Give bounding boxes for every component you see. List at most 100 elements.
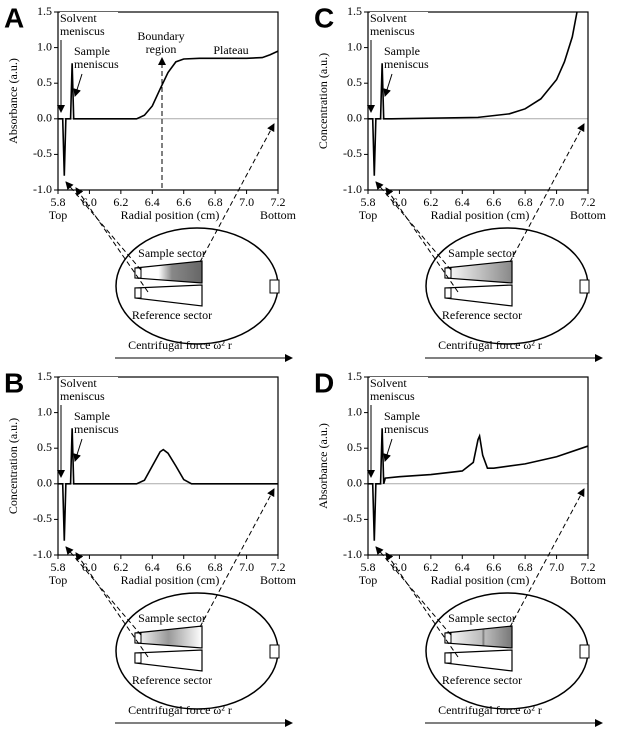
arrow	[75, 187, 149, 293]
reference-sector-label: Reference sector	[132, 673, 212, 687]
x-tick-label: 6.8	[518, 560, 533, 574]
x-tick-label: 6.8	[208, 560, 223, 574]
panel-label: B	[4, 367, 24, 398]
x-tick-label: 6.2	[423, 195, 438, 209]
arrow	[375, 181, 452, 271]
y-tick-label: -0.5	[33, 146, 52, 160]
x-tick-label: 6.6	[176, 560, 191, 574]
y-tick-label: 1.0	[37, 39, 52, 53]
y-axis-label: Concentration (a.u.)	[6, 418, 20, 514]
x-end-label: Bottom	[570, 208, 607, 222]
x-tick-label: 6.8	[208, 195, 223, 209]
arrow	[65, 181, 142, 271]
data-line	[58, 50, 279, 176]
x-end-label: Bottom	[260, 573, 297, 587]
y-tick-label: 0.0	[347, 476, 362, 490]
arrow	[65, 546, 142, 636]
annotation: Sample meniscus	[384, 410, 442, 436]
y-tick-label: 1.0	[347, 39, 362, 53]
annotation: Solvent meniscus	[370, 12, 428, 38]
annotation: Plateau	[206, 44, 256, 57]
x-tick-label: 6.4	[455, 560, 470, 574]
y-tick-label: -0.5	[33, 511, 52, 525]
chart: -1.0 -0.5 0.0 0.5 1.0 1.5 5.8 6.0 6.2 6.4 6.6 6.8 7.…	[314, 2, 607, 362]
arrow	[383, 438, 393, 462]
arrow	[199, 123, 275, 263]
reference-meniscus-box	[134, 652, 142, 664]
arrow	[199, 488, 275, 628]
x-tick-label: 7.2	[271, 560, 286, 574]
reference-sector-label: Reference sector	[442, 308, 522, 322]
x-start-label: Top	[359, 208, 378, 222]
arrow	[73, 73, 83, 97]
x-tick-label: 6.4	[145, 560, 160, 574]
reference-meniscus-box	[444, 652, 452, 664]
x-start-label: Top	[49, 208, 68, 222]
y-axis-label: Absorbance (a.u.)	[316, 423, 330, 509]
x-tick-label: 6.6	[486, 195, 501, 209]
y-tick-label: -1.0	[33, 547, 52, 561]
y-axis-label: Concentration (a.u.)	[316, 53, 330, 149]
x-tick-label: 7.2	[271, 195, 286, 209]
annotation: Solvent meniscus	[60, 377, 118, 403]
arrow	[385, 187, 459, 293]
y-tick-label: 0.0	[37, 111, 52, 125]
data-line	[368, 428, 589, 541]
annotation: Boundary region	[130, 30, 192, 56]
reference-sector-label: Reference sector	[442, 673, 522, 687]
x-axis-label: Radial position (cm)	[431, 573, 530, 587]
arrow	[509, 488, 585, 628]
annotation: Sample meniscus	[74, 45, 132, 71]
arrow	[509, 123, 585, 263]
plot-frame	[367, 376, 589, 556]
y-tick-label: 1.5	[37, 4, 52, 18]
y-tick-label: 0.0	[347, 111, 362, 125]
annotation: Solvent meniscus	[370, 377, 428, 403]
x-tick-label: 5.8	[51, 560, 66, 574]
y-tick-label: -1.0	[33, 182, 52, 196]
chart: -1.0 -0.5 0.0 0.5 1.0 1.5 5.8 6.0 6.2 6.4 6.6 6.8 7.…	[4, 2, 297, 362]
chart: -1.0 -0.5 0.0 0.5 1.0 1.5 5.8 6.0 6.2 6.4 6.6 6.8 7.…	[4, 367, 297, 727]
panel-label: A	[4, 2, 24, 33]
y-tick-label: -0.5	[343, 511, 362, 525]
sample-sector-label: Sample sector	[448, 246, 516, 260]
x-tick-label: 6.6	[176, 195, 191, 209]
rotor-notch	[579, 279, 590, 294]
reference-meniscus-box	[444, 287, 452, 299]
arrow	[375, 546, 452, 636]
x-tick-label: 6.0	[82, 195, 97, 209]
force-label: Centrifugal force ω² r	[128, 703, 232, 717]
chart: -1.0 -0.5 0.0 0.5 1.0 1.5 5.8 6.0 6.2 6.4 6.6 6.8 7.…	[314, 367, 607, 727]
arrow	[383, 73, 393, 97]
y-tick-label: 0.5	[37, 440, 52, 454]
y-tick-label: 1.5	[37, 369, 52, 383]
y-tick-label: 0.0	[37, 476, 52, 490]
panel: -1.0 -0.5 0.0 0.5 1.0 1.5 5.8 6.0 6.2 6.4 6.6 6.8 7.…	[0, 365, 310, 730]
annotation: Solvent meniscus	[60, 12, 118, 38]
x-tick-label: 6.4	[145, 195, 160, 209]
plot-frame	[57, 11, 279, 191]
force-label: Centrifugal force ω² r	[438, 703, 542, 717]
x-tick-label: 5.8	[361, 195, 376, 209]
arrow	[75, 552, 149, 658]
x-start-label: Top	[49, 573, 68, 587]
x-start-label: Top	[359, 573, 378, 587]
x-tick-label: 7.0	[549, 560, 564, 574]
annotation: Sample meniscus	[384, 45, 442, 71]
x-tick-label: 6.2	[113, 560, 128, 574]
x-tick-label: 7.2	[581, 195, 596, 209]
panel: -1.0 -0.5 0.0 0.5 1.0 1.5 5.8 6.0 6.2 6.4 6.6 6.8 7.…	[0, 0, 310, 365]
sample-sector-label: Sample sector	[138, 611, 206, 625]
rotor-notch	[579, 644, 590, 659]
x-axis-label: Radial position (cm)	[431, 208, 530, 222]
x-tick-label: 5.8	[51, 195, 66, 209]
data-line	[368, 11, 578, 176]
x-tick-label: 6.0	[392, 195, 407, 209]
y-tick-label: -0.5	[343, 146, 362, 160]
x-tick-label: 6.0	[392, 560, 407, 574]
x-tick-label: 6.6	[486, 560, 501, 574]
y-tick-label: 0.5	[347, 440, 362, 454]
force-label: Centrifugal force ω² r	[128, 338, 232, 352]
x-end-label: Bottom	[570, 573, 607, 587]
